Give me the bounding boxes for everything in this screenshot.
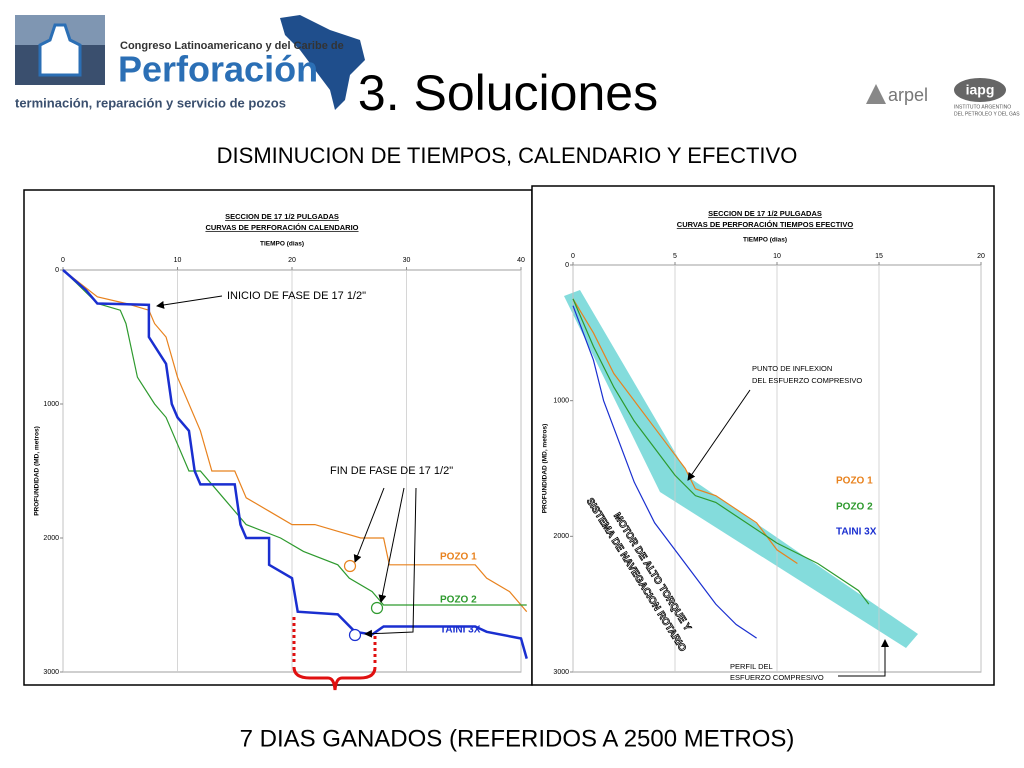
annotation: PUNTO DE INFLEXION [752, 364, 832, 373]
gap-bracket [292, 666, 377, 691]
legend-label: POZO 1 [836, 476, 873, 487]
x-tick-label: 15 [875, 253, 883, 260]
series-line [62, 269, 528, 659]
map-shape [280, 15, 365, 110]
trend-band [564, 290, 918, 648]
marker-circle [370, 601, 384, 615]
x-tick-label: 20 [288, 257, 296, 264]
iapg-text: INSTITUTO ARGENTINO [954, 104, 1011, 110]
logo-shape [38, 23, 82, 77]
x-axis-label: TIEMPO (dias) [260, 241, 304, 248]
y-axis-label: PROFUNDIDAD (MD, metros) [34, 426, 41, 516]
chart-title: SECCION DE 17 1/2 PULGADAS [225, 212, 339, 221]
y-tick-label: 3000 [43, 669, 59, 676]
annotation-arrow [687, 389, 751, 481]
annotation: PERFIL DEL [730, 662, 773, 671]
slide-subtitle: DISMINUCION DE TIEMPOS, CALENDARIO Y EFE… [217, 143, 798, 168]
x-tick-label: 5 [673, 253, 677, 260]
x-tick-label: 10 [174, 257, 182, 264]
chart-subtitle: CURVAS DE PERFORACIÓN CALENDARIO [205, 223, 358, 232]
chart-title: SECCION DE 17 1/2 PULGADAS [708, 209, 822, 218]
logo-text: Congreso Latinoamericano y del Caribe de [120, 40, 344, 52]
slide-title: 3. Soluciones [358, 65, 658, 121]
y-axis-label: PROFUNDIDAD (MD, metros) [542, 424, 549, 514]
iapg-text: DEL PETROLEO Y DEL GAS [954, 111, 1020, 117]
annotation: INICIO DE FASE DE 17 1/2" [227, 290, 366, 302]
x-tick-label: 40 [517, 257, 525, 264]
legend-label: POZO 1 [440, 552, 477, 563]
iapg-badge [954, 78, 1006, 102]
x-tick-label: 10 [773, 253, 781, 260]
annotation-arrow [838, 639, 889, 677]
legend-label: POZO 2 [836, 502, 873, 513]
x-tick-label: 30 [403, 257, 411, 264]
slide-footer: 7 DIAS GANADOS (REFERIDOS A 2500 METROS) [240, 725, 795, 752]
chart-subtitle: CURVAS DE PERFORACIÓN TIEMPOS EFECTIVO [677, 220, 854, 229]
y-tick-label: 2000 [43, 535, 59, 542]
annotation: DEL ESFUERZO COMPRESIVO [752, 376, 862, 385]
annotation-arrow [364, 487, 417, 638]
y-tick-label: 3000 [553, 669, 569, 676]
series-line [572, 298, 798, 564]
x-tick-label: 20 [977, 253, 985, 260]
x-axis-label: TIEMPO (dias) [743, 237, 787, 244]
arpel-icon [866, 84, 886, 104]
annotation-arrow [353, 487, 385, 563]
marker-circle [348, 628, 362, 642]
logo-text: terminación, reparación y servicio de po… [15, 95, 286, 110]
annotation: FIN DE FASE DE 17 1/2" [330, 465, 453, 477]
series-line [572, 305, 757, 639]
y-tick-label: 2000 [553, 533, 569, 540]
x-tick-label: 0 [61, 257, 65, 264]
arpel-logo: arpel [888, 85, 928, 105]
y-tick-label: 1000 [553, 398, 569, 405]
y-tick-label: 0 [55, 267, 59, 274]
y-tick-label: 0 [565, 262, 569, 269]
annotation-arrow [156, 295, 223, 309]
y-tick-label: 1000 [43, 401, 59, 408]
legend-label: POZO 2 [440, 595, 477, 606]
legend-label: TAINI 3X [440, 625, 481, 636]
x-tick-label: 0 [571, 253, 575, 260]
series-line [572, 298, 870, 605]
chart-frame [531, 185, 995, 686]
annotation-arrow [378, 487, 405, 603]
annotation: ESFUERZO COMPRESIVO [730, 673, 824, 682]
series-line [62, 269, 528, 613]
chart-frame [23, 189, 533, 686]
logo-text: Perforación [118, 49, 318, 90]
marker-circle [343, 559, 357, 573]
iapg-logo: iapg [966, 82, 995, 98]
legend-label: TAINI 3X [836, 527, 877, 538]
